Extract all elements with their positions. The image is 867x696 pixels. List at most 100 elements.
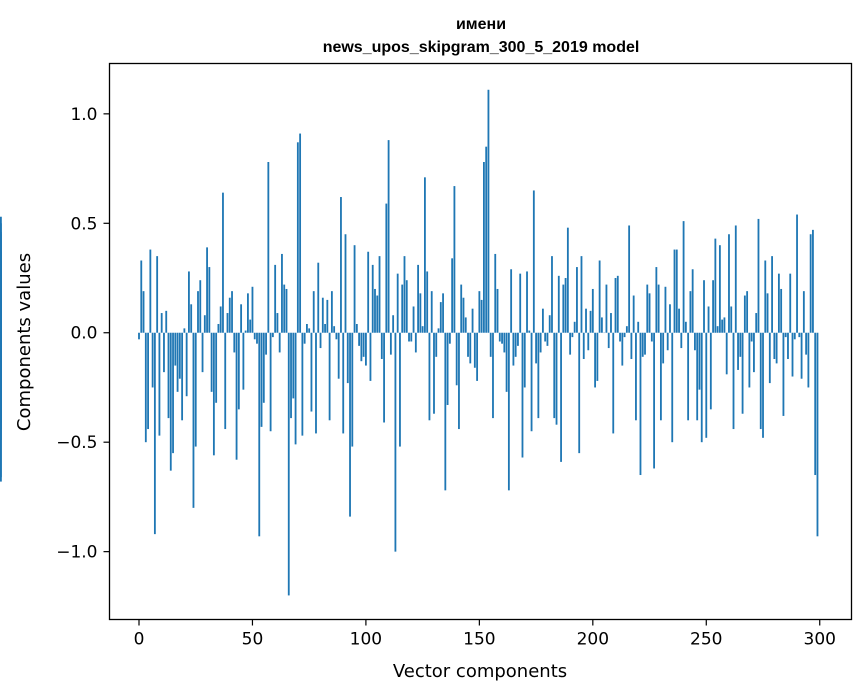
bar-28: [201, 332, 204, 373]
bar-86: [333, 326, 336, 333]
bar-251: [707, 306, 710, 333]
bar-258: [723, 317, 726, 333]
bar-43: [235, 332, 238, 460]
bar-273: [757, 218, 760, 333]
bar-82: [324, 323, 326, 333]
bar-229: [657, 284, 660, 333]
bar-13: [167, 332, 170, 419]
bar-11: [163, 332, 165, 373]
y-tick-label: 0.5: [70, 214, 97, 234]
bar-29: [203, 315, 206, 333]
bar-55: [262, 332, 265, 403]
bar-149: [476, 332, 479, 381]
bar-187: [562, 284, 565, 333]
bar-171: [526, 271, 528, 333]
bar-134: [442, 293, 444, 333]
bar-233: [666, 332, 669, 351]
bar-46: [242, 332, 245, 390]
bar-230: [659, 332, 662, 421]
bar-296: [809, 234, 812, 333]
bar-157: [494, 253, 497, 333]
bar-254: [714, 238, 717, 333]
bar-249: [703, 280, 705, 333]
bar-10: [160, 313, 163, 333]
bar-17: [176, 332, 179, 392]
bar-83: [326, 299, 329, 333]
bar-199: [589, 310, 592, 333]
bar-162: [505, 332, 508, 392]
bar-90: [342, 332, 345, 434]
bar-282: [777, 273, 780, 333]
bar-218: [632, 295, 635, 333]
chart-title-line-2: news_upos_skipgram_300_5_2019 model: [323, 39, 640, 56]
bar-279: [771, 256, 773, 333]
bar-277: [766, 293, 769, 333]
bar-107: [380, 332, 383, 360]
bar-185: [557, 275, 560, 333]
bar-292: [800, 332, 803, 379]
bar-213: [621, 332, 624, 366]
bar-164: [510, 269, 513, 333]
x-tick-label: 250: [690, 630, 722, 650]
bar-64: [283, 284, 286, 333]
bar-237: [675, 249, 678, 333]
bar-266: [741, 332, 744, 414]
bar-146: [469, 332, 472, 364]
bar-159: [498, 332, 501, 342]
bar-194: [578, 332, 581, 454]
bar-246: [696, 332, 699, 421]
bar-1: [140, 260, 143, 333]
bar-41: [231, 291, 233, 333]
bar-130: [433, 332, 435, 414]
bar-288: [791, 332, 794, 377]
bar-188: [564, 278, 567, 333]
bar-48: [247, 293, 249, 333]
bar-180: [546, 332, 549, 346]
bar-166: [514, 332, 517, 357]
bar-172: [528, 330, 531, 333]
bar-189: [566, 227, 569, 333]
bar-287: [789, 273, 792, 333]
bar-122: [414, 332, 417, 353]
bar-147: [471, 308, 474, 333]
bar-204: [600, 317, 603, 333]
bar-253: [712, 280, 714, 333]
bar-272: [755, 313, 758, 333]
bar-242: [687, 332, 690, 421]
bar-105: [376, 295, 379, 333]
bar-261: [730, 306, 733, 333]
bar-176: [537, 332, 540, 419]
bar-222: [641, 332, 644, 357]
bar-163: [507, 332, 510, 491]
x-tick-label: 100: [350, 630, 382, 650]
bar-109: [385, 203, 388, 333]
bar-196: [582, 332, 585, 360]
bar-74: [306, 323, 308, 333]
bar-158: [496, 288, 499, 333]
bar-208: [610, 313, 612, 333]
bar-265: [739, 332, 742, 357]
bar-0: [138, 332, 140, 340]
bar-177: [539, 332, 542, 353]
bar-12: [165, 310, 168, 333]
bar-61: [276, 313, 279, 333]
bar-179: [544, 332, 547, 342]
bar-102: [369, 332, 372, 381]
bar-101: [367, 251, 370, 333]
bar-182: [551, 256, 553, 333]
bar-undefined: [0, 332, 2, 362]
bar-75: [308, 328, 311, 333]
bar-68: [292, 332, 295, 399]
bar-244: [691, 269, 694, 333]
bar-160: [501, 332, 503, 344]
bar-248: [700, 332, 703, 443]
bar-81: [321, 297, 324, 333]
bar-247: [698, 332, 701, 390]
bar-4: [147, 332, 149, 430]
bar-66: [287, 332, 290, 596]
bar-297: [812, 229, 814, 333]
bar-212: [619, 332, 621, 342]
bar-144: [464, 317, 467, 333]
bar-15: [172, 332, 174, 454]
